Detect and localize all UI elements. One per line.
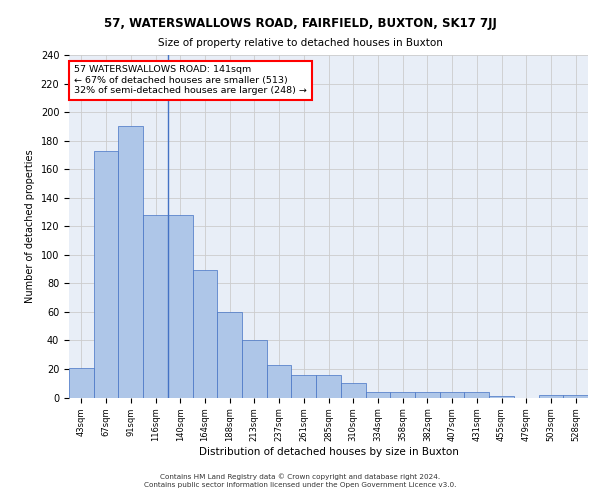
Bar	[217, 312, 242, 398]
Bar	[341, 383, 365, 398]
Bar	[69, 368, 94, 398]
Bar	[193, 270, 217, 398]
Bar	[118, 126, 143, 398]
Bar	[168, 215, 193, 398]
Text: Contains HM Land Registry data © Crown copyright and database right 2024.
Contai: Contains HM Land Registry data © Crown c…	[144, 474, 456, 488]
Bar	[316, 374, 341, 398]
Bar	[563, 394, 588, 398]
Bar	[440, 392, 464, 398]
X-axis label: Distribution of detached houses by size in Buxton: Distribution of detached houses by size …	[199, 446, 458, 456]
Y-axis label: Number of detached properties: Number of detached properties	[25, 150, 35, 303]
Text: 57, WATERSWALLOWS ROAD, FAIRFIELD, BUXTON, SK17 7JJ: 57, WATERSWALLOWS ROAD, FAIRFIELD, BUXTO…	[104, 18, 496, 30]
Bar	[94, 150, 118, 398]
Bar	[242, 340, 267, 398]
Bar	[267, 364, 292, 398]
Bar	[464, 392, 489, 398]
Bar	[390, 392, 415, 398]
Text: Size of property relative to detached houses in Buxton: Size of property relative to detached ho…	[158, 38, 442, 48]
Bar	[539, 394, 563, 398]
Text: 57 WATERSWALLOWS ROAD: 141sqm
← 67% of detached houses are smaller (513)
32% of : 57 WATERSWALLOWS ROAD: 141sqm ← 67% of d…	[74, 66, 307, 95]
Bar	[143, 215, 168, 398]
Bar	[415, 392, 440, 398]
Bar	[292, 374, 316, 398]
Bar	[365, 392, 390, 398]
Bar	[489, 396, 514, 398]
